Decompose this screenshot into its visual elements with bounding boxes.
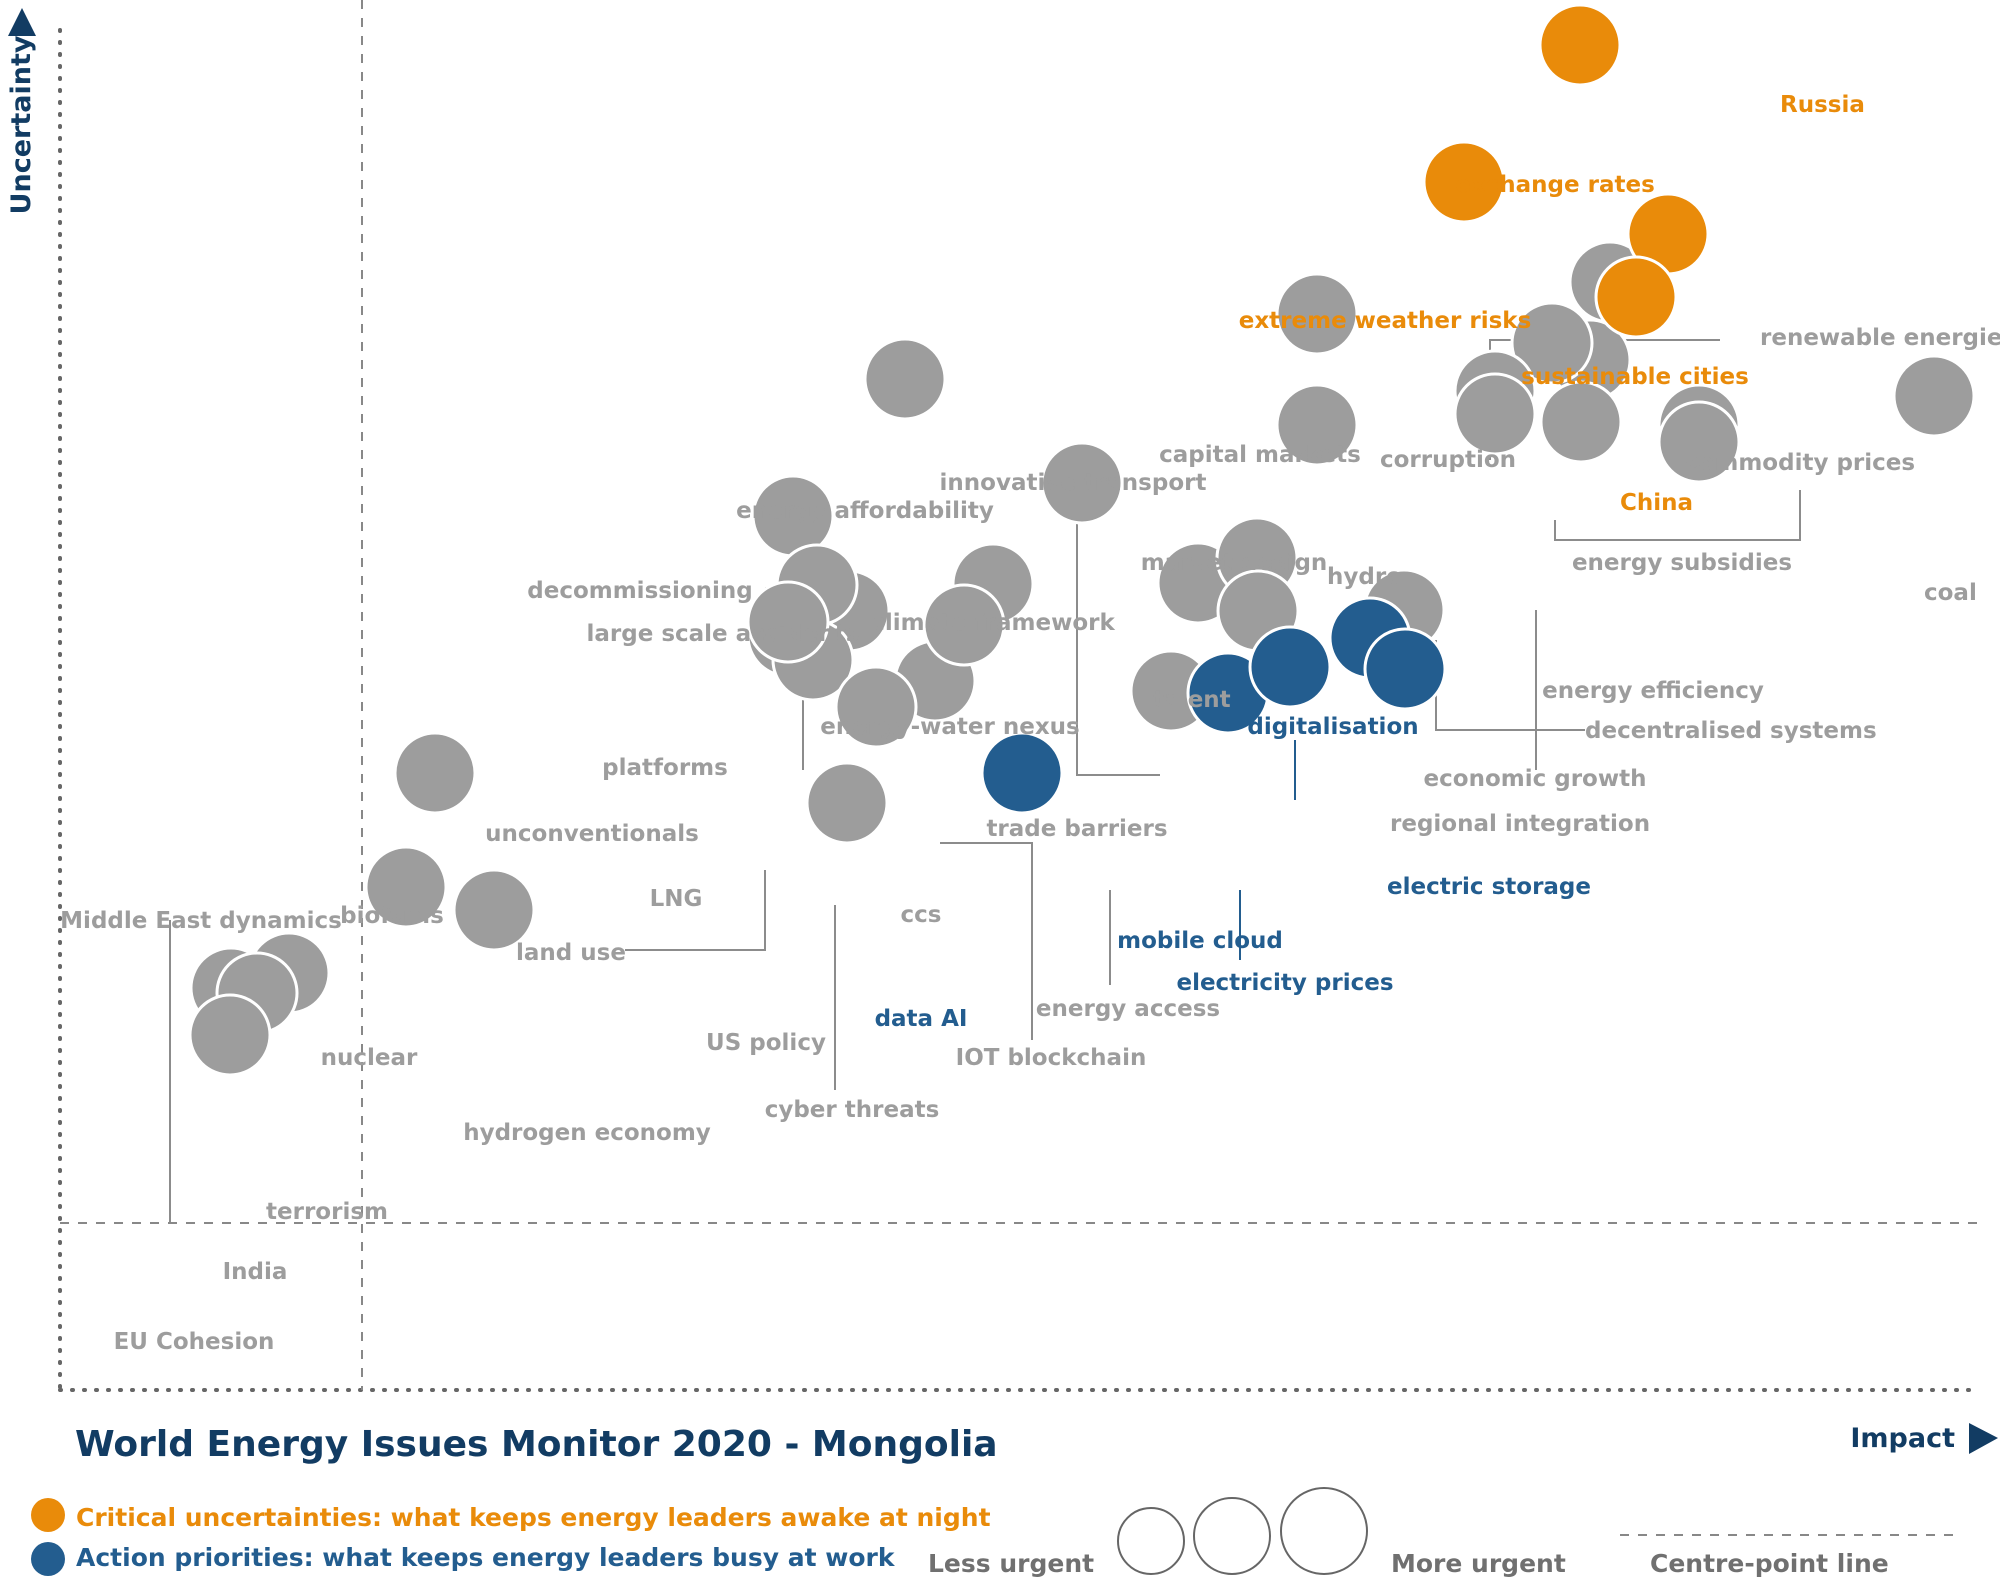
leader-lines — [169, 339, 1801, 1222]
legend-less-urgent: Less urgent — [928, 1549, 1094, 1578]
label-capital-markets: capital markets — [1159, 442, 1361, 468]
label-exchange-rates: exchange rates — [1455, 172, 1655, 198]
label-mobile-cloud: mobile cloud — [1117, 928, 1283, 954]
legend-size-medium — [1193, 1497, 1271, 1575]
label-land-use: land use — [516, 940, 626, 966]
bubble-decentralised-systems — [1453, 372, 1537, 456]
label-unconventionals: unconventionals — [485, 821, 699, 847]
label-decommissioning: decommissioning — [527, 578, 752, 604]
label-digitalisation: digitalisation — [1247, 714, 1418, 740]
bubble-capital-markets — [1275, 272, 1359, 356]
label-coal: coal — [1924, 580, 1977, 606]
bubble-energy-efficiency — [1657, 400, 1741, 484]
label-platforms: platforms — [602, 755, 728, 781]
label-sustainable-cities: sustainable cities — [1521, 364, 1749, 390]
label-hydro: hydro — [1327, 564, 1402, 590]
label-decentralised-systems: decentralised systems — [1585, 718, 1877, 744]
bubble-hydrogen-economy — [452, 868, 536, 952]
bubble-market-design — [1275, 383, 1359, 467]
labels-layer: Russia exchange rates extreme weather risk… — [60, 92, 2000, 1355]
label-us-policy: US policy — [706, 1030, 826, 1056]
label-large-scale-accidents: large scale accidents — [587, 621, 860, 647]
points-layer — [188, 3, 1976, 1077]
label-biofuels: biofuels — [340, 903, 444, 929]
bubble-iot-blockchain — [922, 583, 1006, 667]
label-eu-cohesion: EU Cohesion — [114, 1329, 275, 1355]
label-energy-affordability: energy affordability — [736, 498, 994, 524]
label-middle-east-dynamics: Middle East dynamics — [60, 908, 342, 934]
chart-title: World Energy Issues Monitor 2020 - Mongo… — [75, 1424, 998, 1465]
label-china: China — [1620, 490, 1693, 516]
label-regional-integration: regional integration — [1390, 811, 1650, 837]
label-ccs: ccs — [901, 902, 942, 928]
legend-centre-line-text: Centre-point line — [1650, 1549, 1889, 1578]
bubble-eu-cohesion — [188, 993, 272, 1077]
label-electric-storage: electric storage — [1387, 874, 1591, 900]
bubble-extreme-weather-risks — [1422, 140, 1506, 224]
bubble-commodity-prices — [1510, 301, 1594, 385]
y-axis-label: Uncertainty — [6, 35, 37, 214]
label-climate-framework: climate framework — [871, 610, 1115, 636]
label-innovative-transport: innovative transport — [940, 470, 1207, 496]
label-corruption: corruption — [1380, 447, 1516, 473]
bubble-biofuels — [393, 731, 477, 815]
y-axis-arrow — [8, 8, 36, 36]
label-energy-subsidies: energy subsidies — [1572, 550, 1792, 576]
label-india: India — [223, 1259, 288, 1285]
bubble-data-ai — [980, 731, 1064, 815]
label-iot-blockchain: IOT blockchain — [956, 1045, 1147, 1071]
label-energy-water-nexus: energy-water nexus — [820, 714, 1080, 740]
bubble-economic-growth — [1539, 380, 1623, 464]
legend-action-text: Action priorities: what keeps energy lea… — [76, 1543, 896, 1572]
legend-critical-marker — [31, 1498, 65, 1532]
label-economic-growth: economic growth — [1424, 766, 1647, 792]
label-data-ai: data AI — [875, 1006, 968, 1032]
label-energy-access: energy access — [1036, 996, 1220, 1022]
bubble-us-policy — [805, 761, 889, 845]
x-axis-arrow — [1969, 1423, 1998, 1454]
legend-more-urgent: More urgent — [1391, 1549, 1566, 1578]
bubble-cyber-threats — [834, 665, 918, 749]
label-commodity-prices: commodity prices — [1685, 450, 1915, 476]
bubble-nuclear — [364, 845, 448, 929]
x-axis-label: Impact — [1850, 1423, 1955, 1454]
bubble-climate-framework — [1040, 441, 1124, 525]
bubble-coal — [1892, 354, 1976, 438]
label-trade-barriers: trade barriers — [986, 816, 1167, 842]
legend-size-small — [1117, 1507, 1185, 1575]
bubble-china — [1594, 255, 1678, 339]
label-renewable-energies: renewable energies — [1760, 325, 2000, 351]
label-cyber-threats: cyber threats — [765, 1097, 940, 1123]
label-energy-efficiency: energy efficiency — [1542, 678, 1764, 704]
label-terrorism: terrorism — [266, 1199, 388, 1225]
label-talent: talent — [1153, 687, 1230, 713]
bubble-land-use — [746, 580, 830, 664]
legend-critical-text: Critical uncertainties: what keeps energ… — [76, 1503, 991, 1532]
bubble-electricity-prices — [1248, 625, 1332, 709]
label-lng: LNG — [650, 886, 703, 912]
label-hydrogen-economy: hydrogen economy — [463, 1120, 711, 1146]
bubble-electric-storage — [1363, 627, 1447, 711]
bubble-exchange-rates — [1538, 3, 1622, 87]
label-russia: Russia — [1780, 92, 1865, 118]
label-market-design: market design — [1141, 550, 1328, 576]
label-extreme-weather-risks: extreme weather risks — [1239, 308, 1532, 334]
label-electricity-prices: electricity prices — [1176, 970, 1393, 996]
label-nuclear: nuclear — [321, 1045, 418, 1071]
leader-lines-action — [1239, 740, 1296, 960]
bubble-energy-affordability — [863, 337, 947, 421]
legend-size-large — [1280, 1487, 1368, 1575]
legend-action-marker — [31, 1542, 65, 1576]
